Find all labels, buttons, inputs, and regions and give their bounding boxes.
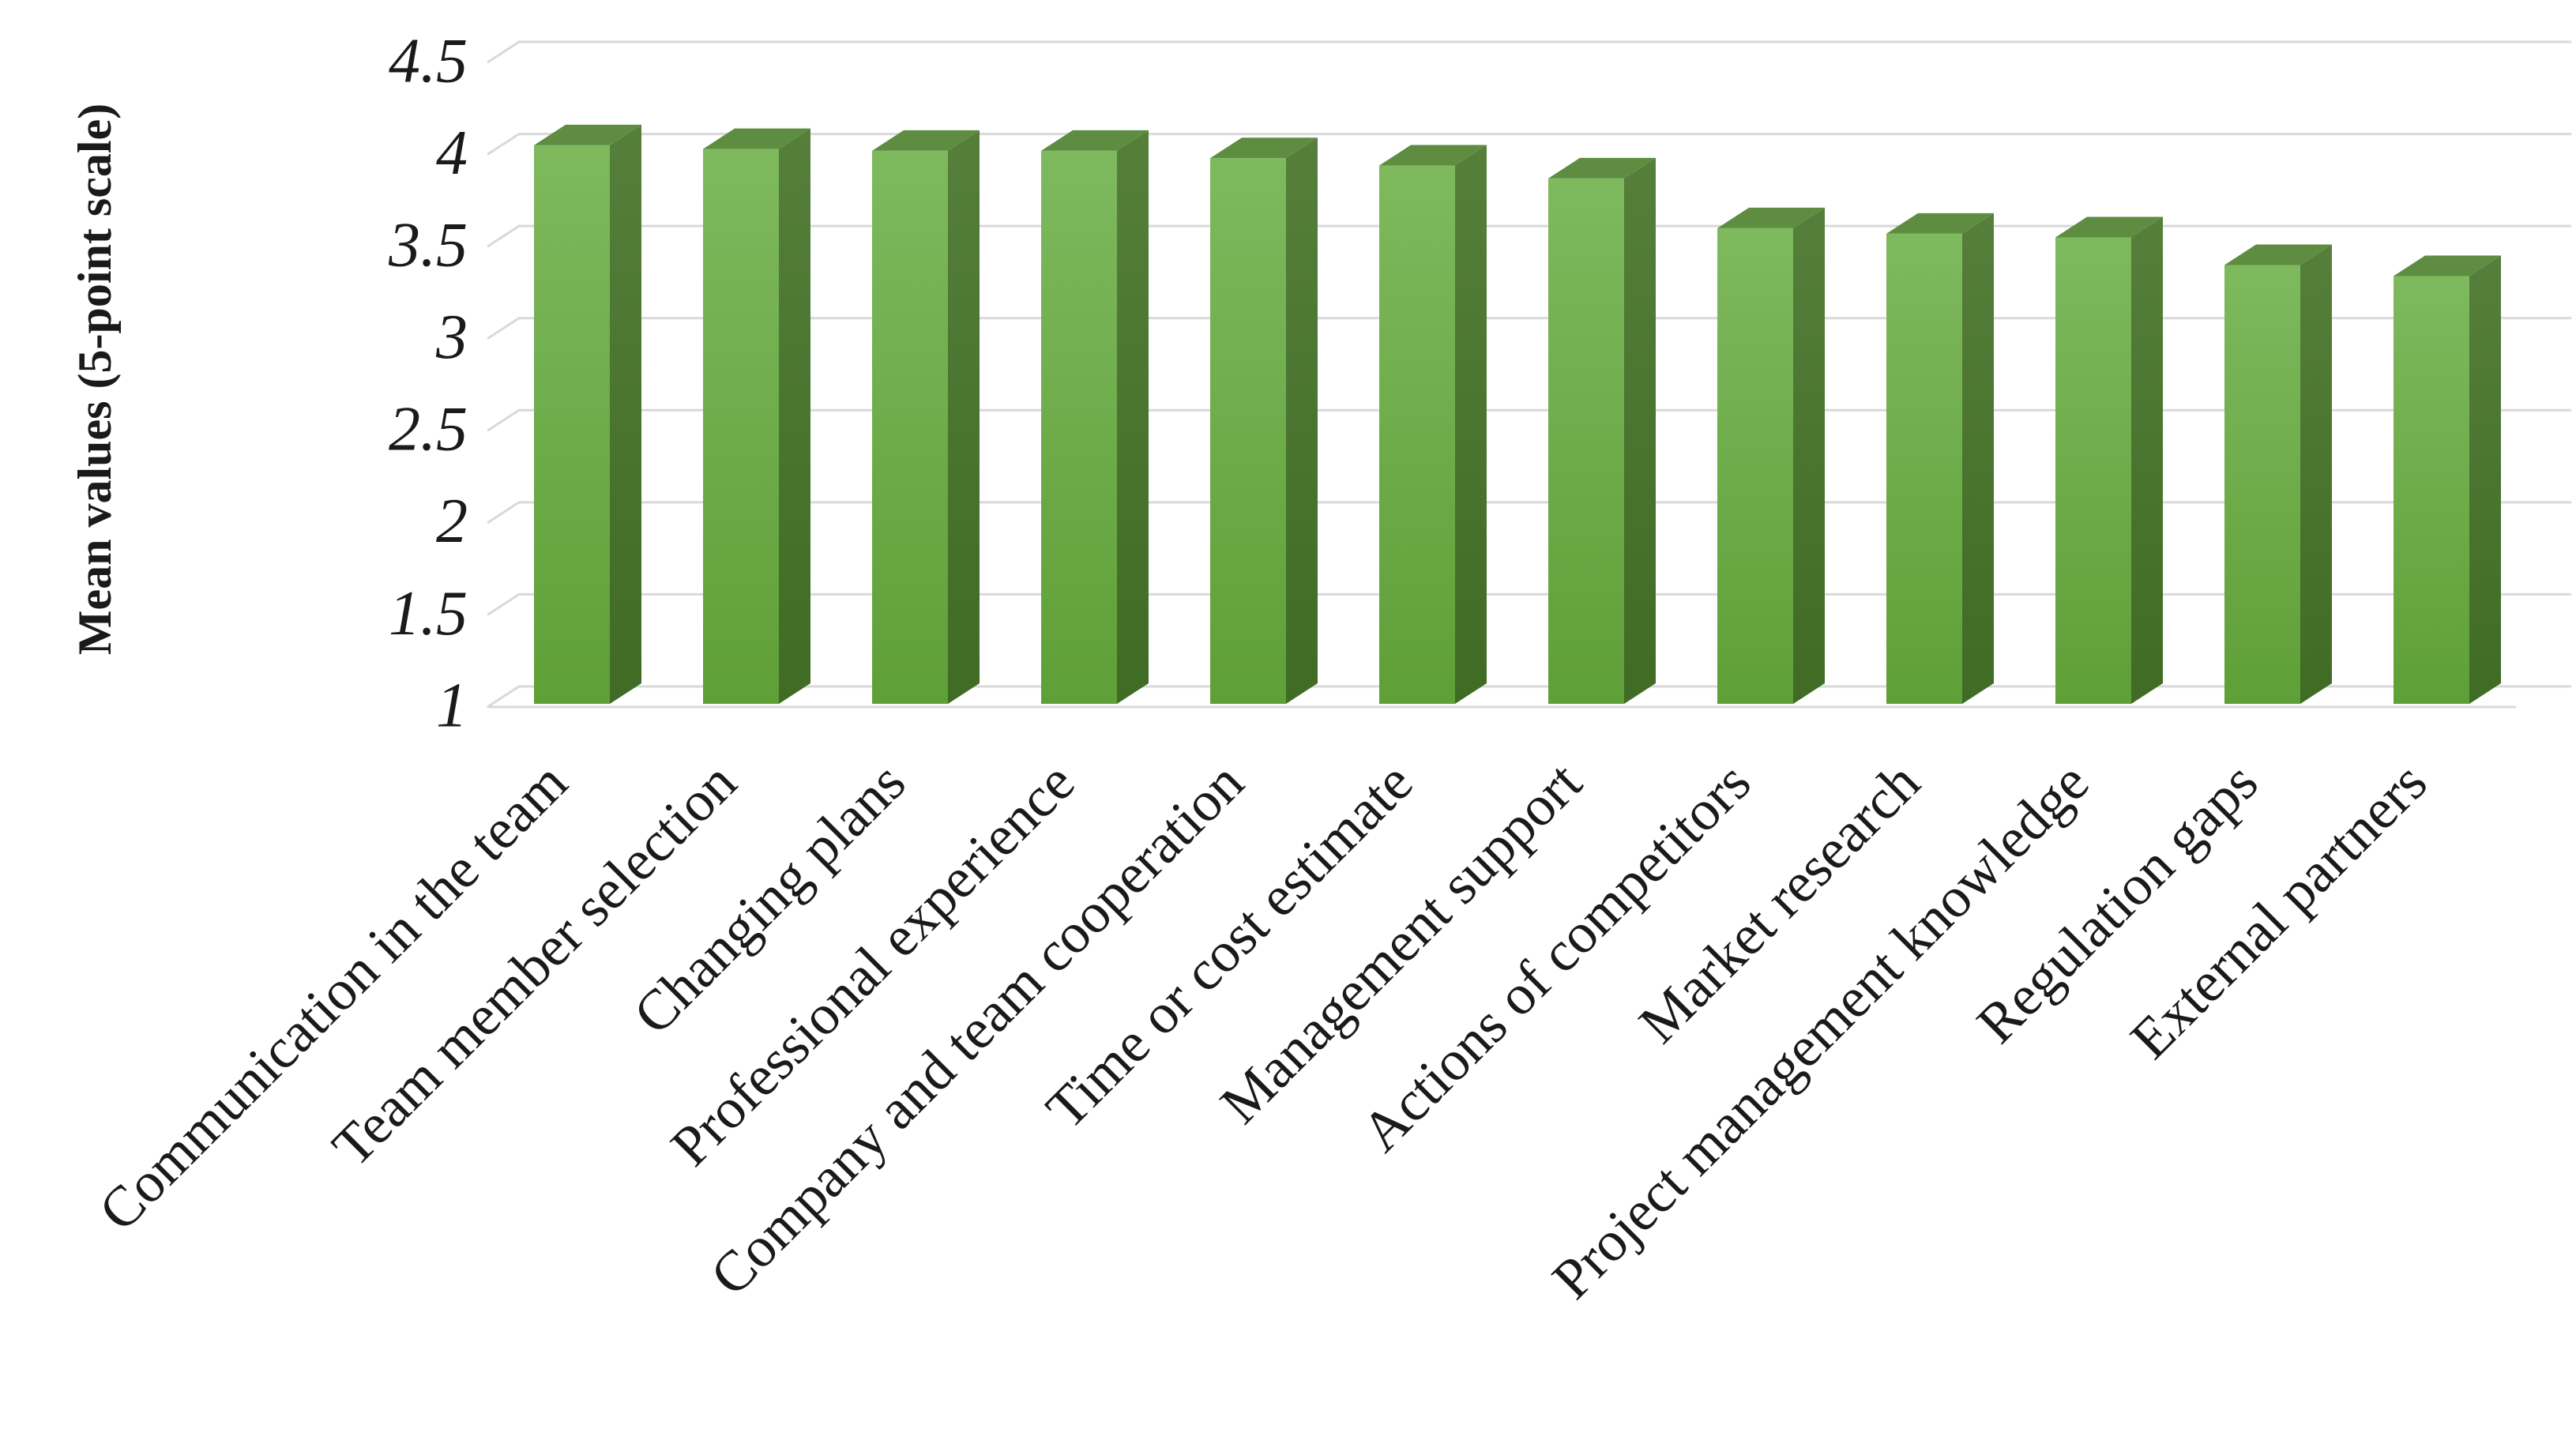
bar [1886,233,1962,704]
bar-side [1286,137,1318,705]
bar-top [703,128,810,149]
bar-top [2394,255,2501,276]
bar [2224,265,2300,704]
bar-side [1624,157,1656,704]
bar-top [1548,157,1656,179]
y-tick-label: 4 [436,118,468,188]
bar [1717,228,1793,704]
bar [534,145,610,704]
y-tick-label: 2.5 [389,395,468,464]
bar-top [2224,244,2332,265]
bar-side [1455,145,1487,704]
bar-side [948,130,980,704]
bar-top [534,124,641,145]
bar [1210,158,1286,705]
y-tick-label: 4.5 [389,26,468,96]
y-tick-label: 2 [436,487,468,556]
bar-top [1717,207,1825,228]
bar-side [2300,244,2332,704]
bar [1379,165,1455,704]
bar [1548,178,1624,704]
y-tick-label: 3.5 [388,211,468,280]
bar-side [2131,216,2163,704]
bar-top [872,130,980,151]
bar-side [1962,212,1994,704]
bar-side [779,128,810,704]
y-tick-label: 1 [436,671,468,740]
x-tick-label: External partners [2119,750,2439,1071]
bar [872,150,948,704]
bar [703,149,779,704]
bar-top [1886,212,1994,234]
bar-side [610,124,641,704]
grid-line [487,224,2571,248]
grid-line [487,133,2571,156]
bar-side [1117,130,1149,704]
bar-side [1793,207,1825,704]
bar-top [1210,137,1318,159]
bar [1041,150,1117,704]
bar-top [1379,145,1487,166]
bar-side [2469,255,2501,705]
bar [2055,237,2131,704]
grid-line [487,40,2571,64]
y-tick-label: 1.5 [389,579,468,649]
bar [2394,276,2469,705]
bar-top [1041,130,1149,151]
y-axis-title: Mean values (5-point scale) [69,103,121,655]
y-tick-label: 3 [435,303,468,372]
bar-top [2055,216,2163,238]
